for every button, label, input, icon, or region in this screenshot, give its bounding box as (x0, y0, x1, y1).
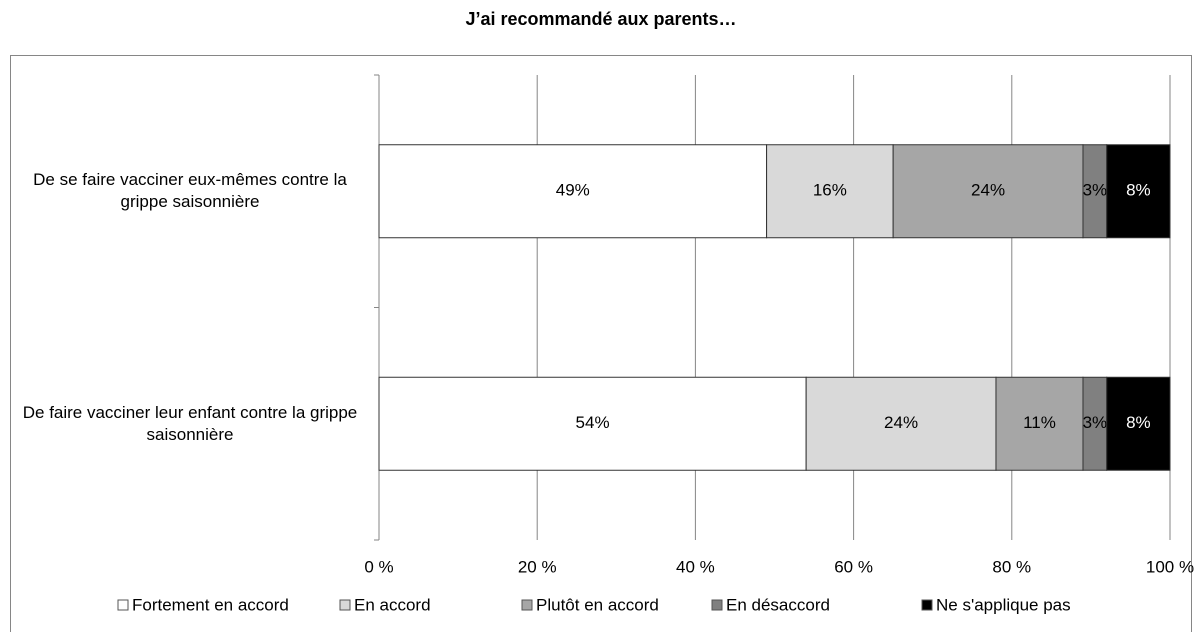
y-tick-label: De se faire vacciner eux-mêmes contre la… (33, 170, 347, 212)
bar-segment (1106, 376, 1171, 471)
x-tick-label: 0 % (364, 557, 393, 576)
bar-segment (995, 376, 1084, 471)
data-label: 8% (1126, 413, 1151, 432)
legend-label: Plutôt en accord (536, 595, 659, 614)
bar-segment (892, 144, 1084, 239)
bar-segment (378, 376, 807, 471)
x-tick-label: 60 % (834, 557, 873, 576)
legend-swatch (521, 599, 533, 611)
chart-border (10, 55, 1192, 632)
bar-segment (766, 144, 894, 239)
data-label: 11% (1023, 413, 1056, 432)
legend-label: En accord (354, 595, 431, 614)
legend-label: Ne s'applique pas (936, 595, 1071, 614)
data-label: 8% (1126, 181, 1151, 200)
data-label: 3% (1083, 413, 1108, 432)
data-label: 54% (576, 413, 610, 432)
data-label: 24% (884, 413, 918, 432)
legend-swatch (339, 599, 351, 611)
bar-segment (805, 376, 997, 471)
legend-swatch (711, 599, 723, 611)
x-tick-label: 80 % (992, 557, 1031, 576)
x-tick-label: 40 % (676, 557, 715, 576)
data-label: 49% (556, 181, 590, 200)
legend-label: Fortement en accord (132, 595, 289, 614)
x-tick-label: 100 % (1146, 557, 1194, 576)
legend-swatch (921, 599, 933, 611)
data-label: 3% (1083, 181, 1108, 200)
bar-segment (1106, 144, 1171, 239)
data-label: 24% (971, 181, 1005, 200)
legend-label: En désaccord (726, 595, 830, 614)
legend-swatch (117, 599, 129, 611)
x-tick-label: 20 % (518, 557, 557, 576)
chart-title: J’ai recommandé aux parents… (465, 9, 736, 29)
data-label: 16% (813, 181, 847, 200)
y-tick-label: De faire vacciner leur enfant contre la … (22, 402, 358, 444)
